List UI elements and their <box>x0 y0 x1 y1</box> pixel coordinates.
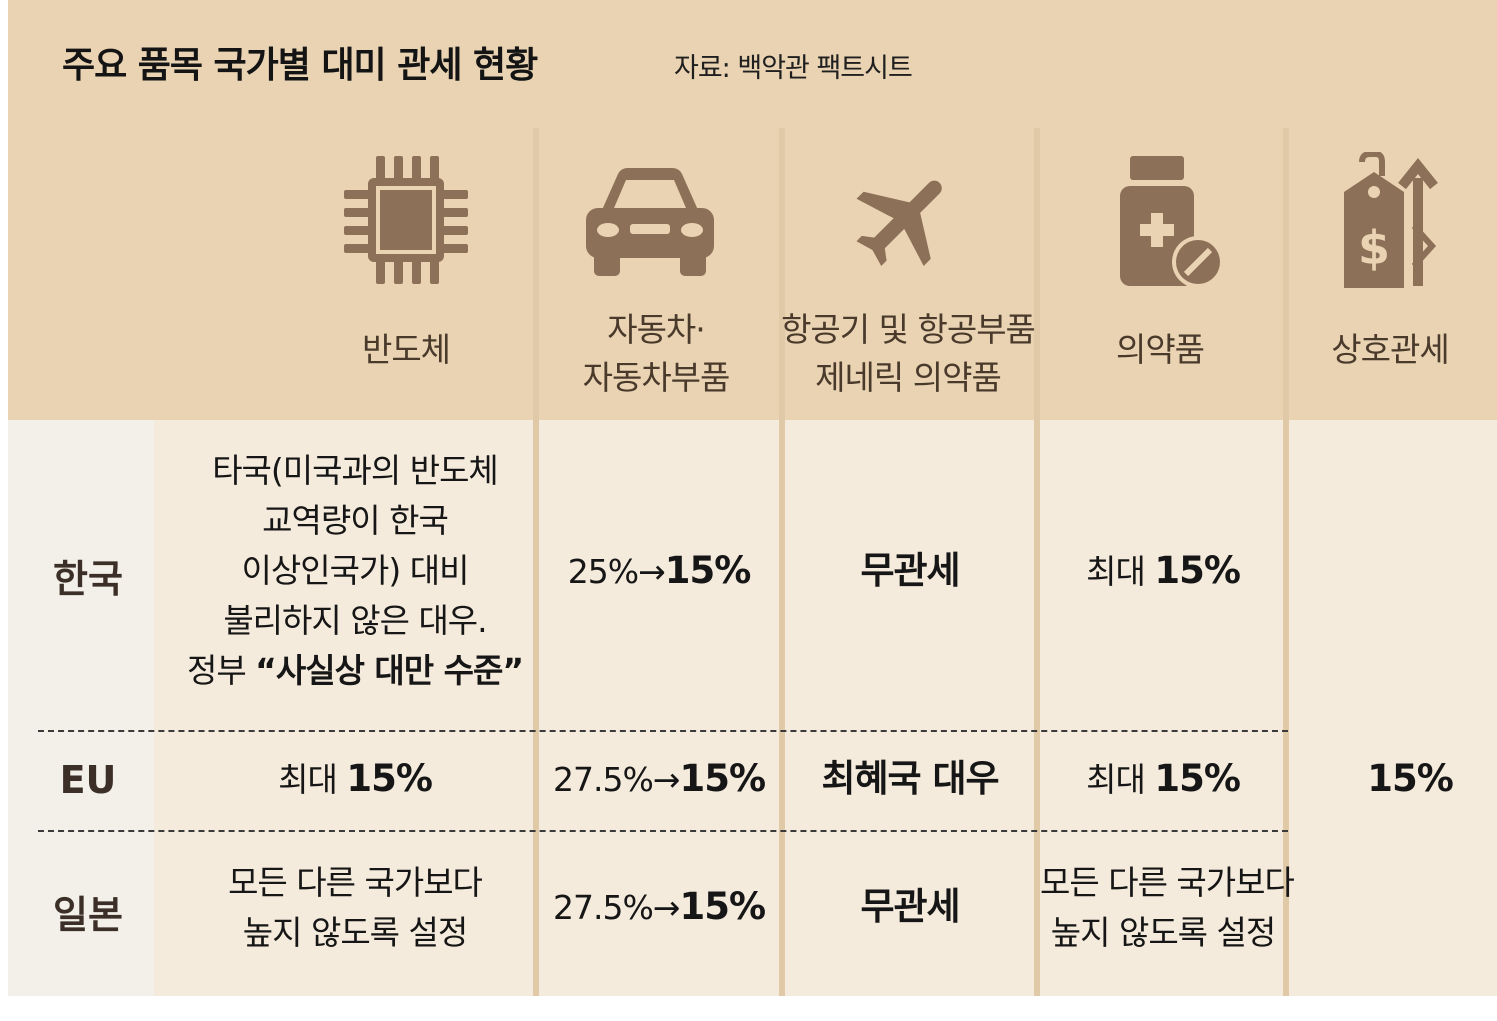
tariff-value: 무관세 <box>860 549 960 592</box>
cell-line: 타국(미국과의 반도체 <box>212 451 499 490</box>
cell-line: 불리하지 않은 대우. <box>223 601 487 640</box>
korea-aircraft-cell: 무관세 <box>782 546 1038 597</box>
column-label: 제네릭 의약품 <box>815 358 1002 397</box>
cell-prefix: 최대 <box>1086 760 1155 799</box>
cell-line: 높지 않도록 설정 <box>1050 913 1277 952</box>
column-header-reciprocal: 상호관세 <box>1270 326 1497 374</box>
column-label: 반도체 <box>361 330 451 369</box>
tariff-value: 15% <box>1154 757 1241 800</box>
reciprocal-tariff-cell: 15% <box>1320 754 1497 805</box>
row-label-column <box>8 420 154 996</box>
page-title: 주요 품목 국가별 대미 관세 현황 <box>62 45 538 86</box>
column-header-pharma: 의약품 <box>1040 326 1280 374</box>
row-label-eu: EU <box>59 758 117 802</box>
tariff-value: 무관세 <box>860 885 960 928</box>
cell-line: 정부 “사실상 대만 수준” <box>160 646 550 696</box>
tariff-before: 27.5%→ <box>552 760 680 799</box>
eu-pharma-cell: 최대 15% <box>1040 754 1286 805</box>
table-body <box>8 420 1497 996</box>
chip-icon <box>340 150 472 290</box>
cell-line: 모든 다른 국가보다 <box>228 863 483 902</box>
airplane-icon <box>846 160 966 280</box>
cell-line: 교역량이 한국 <box>262 501 449 540</box>
column-header-semiconductor: 반도체 <box>286 326 526 374</box>
cell-prefix: 최대 <box>278 760 347 799</box>
korea-semiconductor-cell: 타국(미국과의 반도체 교역량이 한국 이상인국가) 대비 불리하지 않은 대우… <box>160 446 550 696</box>
korea-pharma-cell: 최대 15% <box>1040 546 1286 597</box>
source-note: 자료: 백악관 팩트시트 <box>674 53 913 84</box>
tariff-before: 25%→ <box>567 552 666 591</box>
cell-prefix: 최대 <box>1086 552 1155 591</box>
tariff-after: 15% <box>679 885 766 928</box>
column-label: 항공기 및 항공부품 <box>781 310 1036 349</box>
column-label: 상호관세 <box>1331 330 1449 369</box>
tariff-value: 15% <box>346 757 433 800</box>
eu-auto-cell: 27.5%→15% <box>536 754 782 805</box>
cell-line: 이상인국가) 대비 <box>241 551 470 590</box>
korea-auto-cell: 25%→15% <box>536 546 782 597</box>
column-header-auto: 자동차· 자동차부품 <box>536 306 776 402</box>
cell-prefix: 정부 <box>186 651 256 690</box>
row-divider <box>38 830 1288 832</box>
column-header-aircraft: 항공기 및 항공부품 제네릭 의약품 <box>778 306 1038 402</box>
eu-semiconductor-cell: 최대 15% <box>160 754 550 805</box>
medicine-bottle-icon <box>1114 152 1226 292</box>
price-tag-up-icon: $ <box>1334 152 1444 292</box>
tariff-after: 15% <box>679 757 766 800</box>
column-label: 의약품 <box>1115 330 1205 369</box>
column-divider <box>533 128 539 996</box>
row-label-korea: 한국 <box>53 557 123 601</box>
japan-aircraft-cell: 무관세 <box>782 882 1038 933</box>
row-divider <box>38 730 1288 732</box>
tariff-value: 15% <box>1367 757 1454 800</box>
column-divider <box>1034 128 1040 996</box>
tariff-before: 27.5%→ <box>552 888 680 927</box>
column-label: 자동차· <box>607 310 706 349</box>
japan-semiconductor-cell: 모든 다른 국가보다 높지 않도록 설정 <box>160 858 550 958</box>
eu-aircraft-cell: 최혜국 대우 <box>782 754 1038 805</box>
tariff-value: 최혜국 대우 <box>821 757 999 800</box>
column-divider <box>1283 128 1289 996</box>
cell-line: 높지 않도록 설정 <box>242 913 469 952</box>
japan-auto-cell: 27.5%→15% <box>536 882 782 933</box>
header-band <box>8 0 1497 420</box>
japan-pharma-cell: 모든 다른 국가보다 높지 않도록 설정 <box>1040 858 1295 958</box>
tariff-value: 15% <box>1154 549 1241 592</box>
car-icon <box>580 160 720 280</box>
svg-text:$: $ <box>1358 221 1390 275</box>
column-divider <box>779 128 785 996</box>
row-label-japan: 일본 <box>53 893 123 937</box>
cell-emphasis: “사실상 대만 수준” <box>255 651 524 690</box>
column-label: 자동차부품 <box>582 358 731 397</box>
cell-line: 모든 다른 국가보다 <box>1040 863 1295 902</box>
tariff-after: 15% <box>664 549 752 592</box>
